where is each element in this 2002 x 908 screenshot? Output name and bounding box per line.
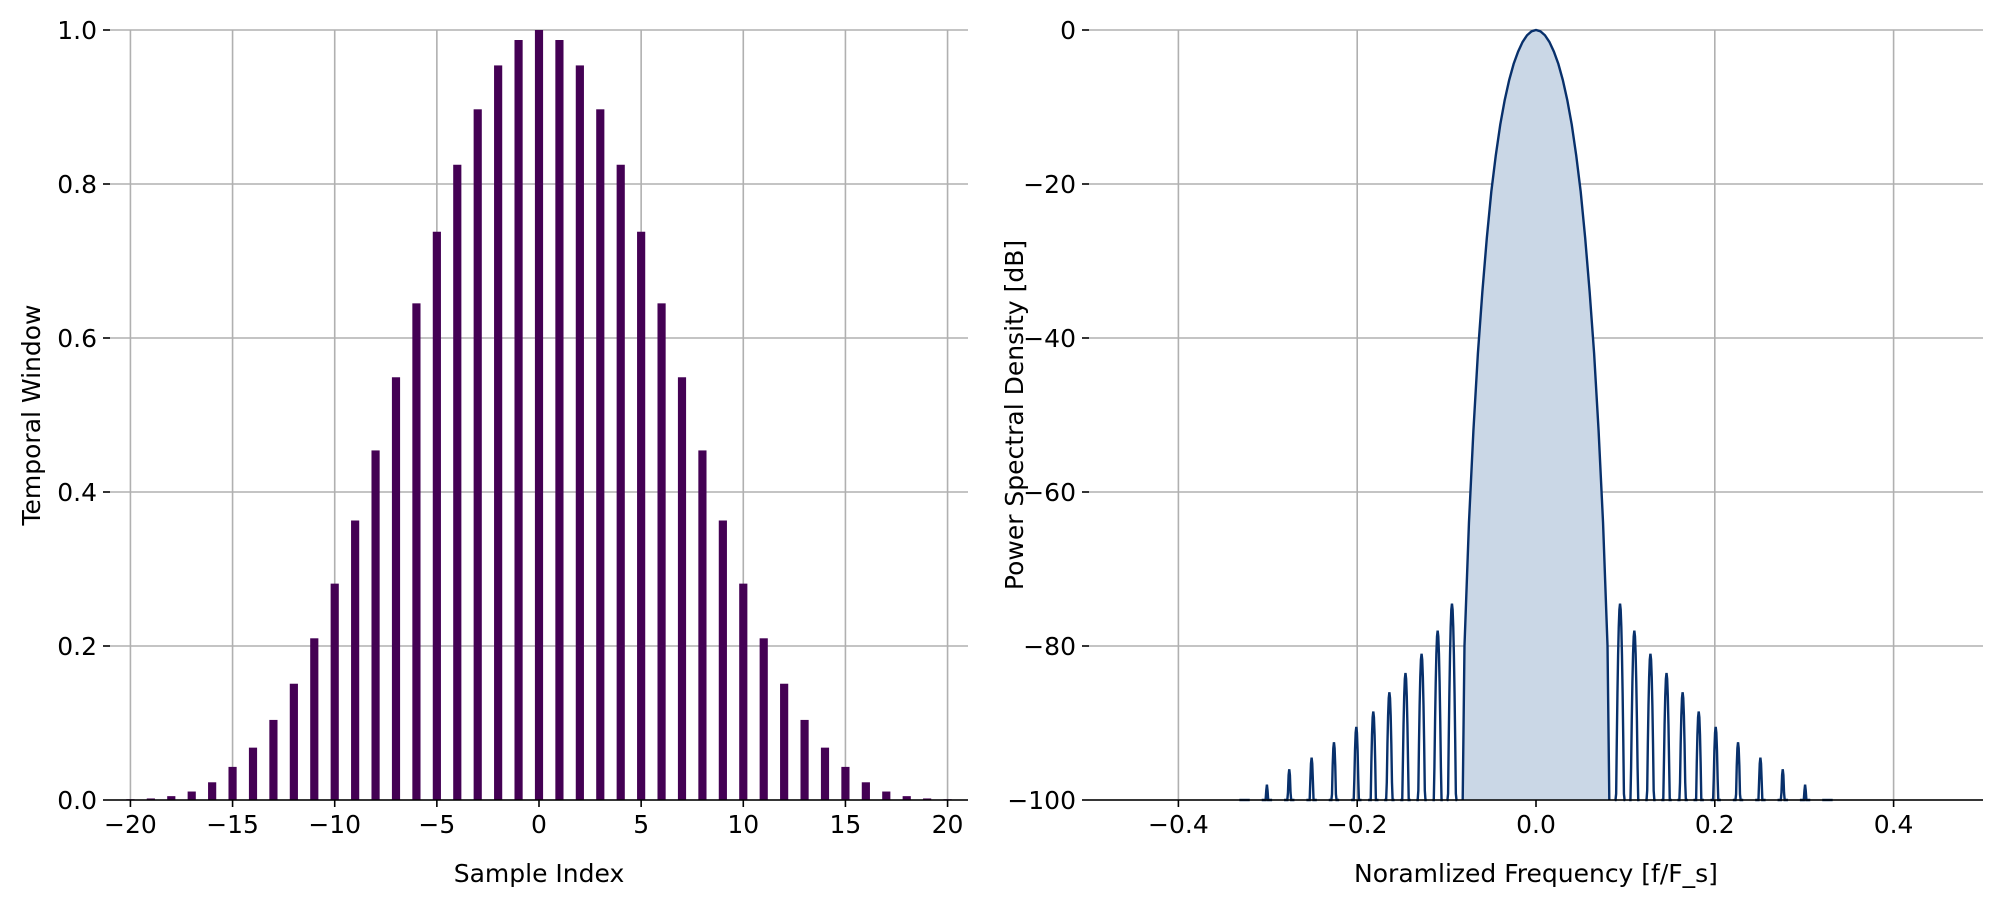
sidelobe-curve [1710, 726, 1721, 802]
window-bar [208, 782, 217, 800]
window-bar [289, 683, 298, 800]
window-bar [412, 303, 421, 800]
sidelobe-curve [1777, 769, 1788, 802]
window-bar [616, 164, 625, 800]
left-x-tick-label: −15 [206, 810, 259, 839]
right-y-ticks: −100 −80 −60 −40 −20 0 [1007, 16, 1089, 815]
left-x-tick-label: 20 [932, 810, 964, 839]
window-bar [759, 638, 768, 800]
window-bar [596, 109, 605, 800]
left-y-tick-label: 0.2 [57, 632, 97, 661]
sidelobe-curve [1416, 653, 1427, 802]
left-x-axis-label: Sample Index [454, 859, 625, 888]
right-x-ticks: −0.4 −0.2 0.0 0.2 0.4 [1148, 800, 1913, 839]
sidelobe-curve [1732, 742, 1744, 802]
window-bar [800, 719, 809, 800]
window-bar [718, 520, 727, 800]
sidelobe-curve [1755, 757, 1766, 802]
left-y-axis-label: Temporal Window [17, 305, 46, 527]
sidelobe-curve [1368, 711, 1379, 802]
window-bar [269, 719, 278, 800]
sidelobe-curve [1432, 630, 1443, 802]
right-y-tick-label: −40 [1023, 324, 1076, 353]
window-bar [330, 583, 339, 800]
power-spectral-density-plot: −0.4 −0.2 0.0 0.2 0.4 −100 −80 −60 −40 −20 0 Nora… [1000, 16, 1983, 888]
window-bar [167, 796, 176, 800]
left-x-tick-label: −20 [104, 810, 157, 839]
window-bar [514, 40, 523, 800]
window-bar [391, 377, 401, 800]
sidelobe-curve [1693, 711, 1704, 802]
main-lobe-curve [1461, 28, 1611, 801]
window-bar [310, 638, 319, 800]
left-y-ticks: 0.0 0.2 0.4 0.6 0.8 1.0 [57, 16, 110, 815]
window-bar [432, 231, 441, 801]
left-y-tick-label: 0.4 [57, 478, 97, 507]
window-bar [187, 791, 196, 800]
window-bar [575, 65, 584, 801]
right-y-tick-label: 0 [1060, 16, 1076, 45]
window-bar [555, 40, 564, 800]
window-bar [228, 766, 237, 800]
window-bar [780, 683, 789, 800]
window-bar [248, 747, 258, 800]
sidelobe-curve [1261, 784, 1273, 802]
left-x-tick-label: 10 [727, 810, 759, 839]
left-y-tick-label: 0.6 [57, 324, 97, 353]
left-x-ticks: −20 −15 −10 −5 0 5 10 15 20 [104, 800, 963, 839]
window-bar [351, 520, 360, 800]
left-x-tick-label: 15 [830, 810, 862, 839]
window-bar [861, 782, 870, 800]
right-y-tick-label: −20 [1023, 170, 1076, 199]
window-bar [820, 747, 830, 800]
window-bar [473, 109, 482, 800]
sidelobe-curve [1661, 672, 1672, 802]
window-bar [453, 164, 462, 800]
window-bar [882, 791, 891, 800]
right-x-tick-label: 0.2 [1695, 810, 1735, 839]
sidelobe-curve [1614, 603, 1626, 802]
left-x-tick-label: 5 [633, 810, 649, 839]
window-bar [739, 583, 748, 800]
window-bar [637, 231, 646, 801]
left-x-tick-label: −5 [418, 810, 455, 839]
sidelobe-curve [1446, 603, 1458, 802]
window-bar [534, 30, 544, 800]
window-bar [902, 796, 911, 800]
sidelobe-curve [1629, 630, 1640, 802]
left-x-tick-label: 0 [531, 810, 547, 839]
window-bar [698, 450, 707, 800]
right-x-tick-label: −0.4 [1148, 810, 1209, 839]
sidelobe-curve [1284, 769, 1295, 802]
right-y-axis-label: Power Spectral Density [dB] [1000, 240, 1029, 590]
window-bar [677, 377, 687, 800]
right-x-tick-label: 0.0 [1516, 810, 1556, 839]
right-x-tick-label: 0.4 [1874, 810, 1914, 839]
sidelobe-curve [1645, 653, 1656, 802]
left-y-tick-label: 0.8 [57, 170, 97, 199]
sidelobe-curve [1306, 757, 1317, 802]
right-y-tick-label: −80 [1023, 632, 1076, 661]
left-x-tick-label: −10 [308, 810, 361, 839]
sidelobe-curve [1799, 784, 1811, 802]
window-bar [494, 65, 503, 801]
main-lobe-fill [1462, 30, 1610, 800]
sidelobe-curve [1677, 692, 1688, 802]
sidelobe-curve [1400, 672, 1411, 802]
window-bar [371, 450, 380, 800]
temporal-window-plot: −20 −15 −10 −5 0 5 10 15 20 0.0 0.2 0.4 0.6 0.8 1.0 S… [17, 16, 968, 888]
window-bar [841, 766, 850, 800]
sidelobe-curve [1351, 726, 1362, 802]
window-bars [126, 30, 952, 801]
window-bar [657, 303, 666, 800]
right-y-tick-label: −60 [1023, 478, 1076, 507]
right-y-tick-label: −100 [1007, 786, 1076, 815]
left-y-tick-label: 0.0 [57, 786, 97, 815]
sidelobe-curve [1328, 742, 1340, 802]
right-x-axis-label: Noramlized Frequency [f/F_s] [1354, 859, 1718, 888]
sidelobe-curve [1384, 692, 1395, 802]
right-x-tick-label: −0.2 [1327, 810, 1388, 839]
left-y-tick-label: 1.0 [57, 16, 97, 45]
